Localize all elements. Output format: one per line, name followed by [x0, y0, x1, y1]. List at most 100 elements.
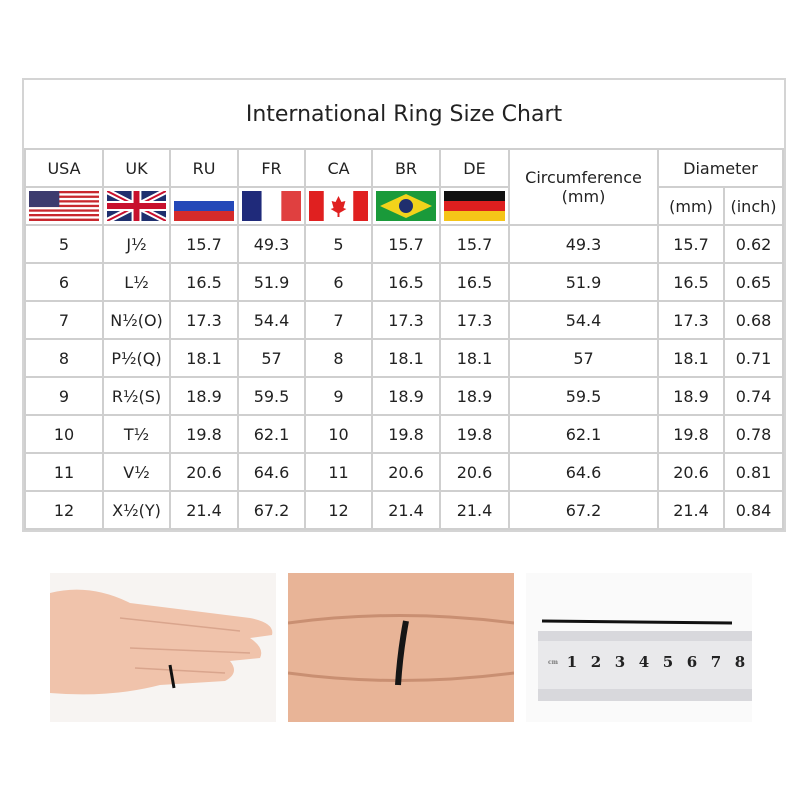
ruler-number: 1 — [566, 653, 578, 671]
table-cell: 0.65 — [723, 262, 784, 302]
table-cell: 51.9 — [508, 262, 659, 302]
table-cell: 51.9 — [237, 262, 306, 302]
table-cell: 57 — [237, 338, 306, 378]
table-cell: 0.84 — [723, 490, 784, 530]
table-cell: J½ — [102, 224, 171, 264]
table-cell: R½(S) — [102, 376, 171, 416]
table-cell: 49.3 — [508, 224, 659, 264]
table-cell: 18.9 — [439, 376, 510, 416]
brazil-flag — [371, 186, 441, 226]
table-cell: 8 — [24, 338, 104, 378]
russia-flag — [169, 186, 239, 226]
table-cell: 21.4 — [371, 490, 441, 530]
col-diameter: Diameter — [657, 148, 784, 188]
table-cell: 6 — [24, 262, 104, 302]
ruler-number: 8 — [734, 653, 746, 671]
table-cell: 7 — [304, 300, 373, 340]
table-cell: 18.9 — [657, 376, 725, 416]
table-row: 8 P½(Q) 18.1 57 8 18.1 18.1 57 18.1 0.71 — [24, 338, 784, 378]
col-usa: USA — [24, 148, 104, 188]
table-cell: 19.8 — [371, 414, 441, 454]
ruler-number: 7 — [710, 653, 722, 671]
col-ru: RU — [169, 148, 239, 188]
col-fr: FR — [237, 148, 306, 188]
col-de: DE — [439, 148, 510, 188]
table-cell: 57 — [508, 338, 659, 378]
table-cell: 18.1 — [439, 338, 510, 378]
table-cell: 12 — [24, 490, 104, 530]
table-cell: 17.3 — [657, 300, 725, 340]
table-cell: 20.6 — [657, 452, 725, 492]
table-cell: 17.3 — [371, 300, 441, 340]
table-row: 11 V½ 20.6 64.6 11 20.6 20.6 64.6 20.6 0.81 — [24, 452, 784, 492]
circumference-label: Circumference — [525, 168, 642, 187]
table-cell: 9 — [24, 376, 104, 416]
table-cell: 59.5 — [237, 376, 306, 416]
table-cell: 19.8 — [657, 414, 725, 454]
table-cell: 5 — [24, 224, 104, 264]
table-cell: 54.4 — [237, 300, 306, 340]
finger-closeup-photo — [288, 573, 514, 722]
table-cell: 19.8 — [439, 414, 510, 454]
table-cell: 10 — [304, 414, 373, 454]
table-cell: 18.9 — [371, 376, 441, 416]
table-row: 12 X½(Y) 21.4 67.2 12 21.4 21.4 67.2 21.4 0.84 — [24, 490, 784, 530]
table-cell: 18.1 — [657, 338, 725, 378]
table-cell: 11 — [304, 452, 373, 492]
table-cell: 5 — [304, 224, 373, 264]
table-cell: 15.7 — [657, 224, 725, 264]
table-cell: 21.4 — [439, 490, 510, 530]
table-cell: 0.71 — [723, 338, 784, 378]
col-ca: CA — [304, 148, 373, 188]
table-cell: 12 — [304, 490, 373, 530]
ruler-number: 3 — [614, 653, 626, 671]
table-cell: 49.3 — [237, 224, 306, 264]
ruler-number: 5 — [662, 653, 674, 671]
table-cell: 19.8 — [169, 414, 239, 454]
table-row: 7 N½(O) 17.3 54.4 7 17.3 17.3 54.4 17.3 0.68 — [24, 300, 784, 340]
col-uk: UK — [102, 148, 171, 188]
table-cell: 9 — [304, 376, 373, 416]
table-cell: 0.78 — [723, 414, 784, 454]
germany-flag — [439, 186, 510, 226]
table-cell: 7 — [24, 300, 104, 340]
chart-title: International Ring Size Chart — [25, 80, 783, 150]
table-cell: 16.5 — [169, 262, 239, 302]
hand-with-string-photo — [50, 573, 276, 722]
table-cell: 6 — [304, 262, 373, 302]
table-cell: 15.7 — [169, 224, 239, 264]
ruler-unit: cm — [548, 658, 559, 666]
table-cell: 64.6 — [237, 452, 306, 492]
ruler-number: 2 — [590, 653, 602, 671]
table-cell: 16.5 — [371, 262, 441, 302]
diameter-mm: (mm) — [657, 186, 725, 226]
table-row: 10 T½ 19.8 62.1 10 19.8 19.8 62.1 19.8 0.78 — [24, 414, 784, 454]
table-cell: T½ — [102, 414, 171, 454]
table-cell: 62.1 — [508, 414, 659, 454]
table-cell: 21.4 — [169, 490, 239, 530]
table-cell: 0.81 — [723, 452, 784, 492]
table-cell: 64.6 — [508, 452, 659, 492]
ruler-number: 4 — [638, 653, 650, 671]
ring-size-table: International Ring Size Chart USA UK RU … — [24, 80, 784, 530]
table-cell: 16.5 — [657, 262, 725, 302]
table-cell: P½(Q) — [102, 338, 171, 378]
ring-size-chart: International Ring Size Chart USA UK RU … — [22, 78, 786, 532]
table-cell: 0.68 — [723, 300, 784, 340]
table-cell: N½(O) — [102, 300, 171, 340]
table-cell: 18.1 — [371, 338, 441, 378]
table-cell: X½(Y) — [102, 490, 171, 530]
table-cell: 11 — [24, 452, 104, 492]
table-cell: 54.4 — [508, 300, 659, 340]
table-cell: 10 — [24, 414, 104, 454]
uk-flag — [102, 186, 171, 226]
table-cell: 67.2 — [237, 490, 306, 530]
table-cell: 16.5 — [439, 262, 510, 302]
us-flag — [24, 186, 104, 226]
table-cell: 8 — [304, 338, 373, 378]
diameter-inch: (inch) — [723, 186, 784, 226]
table-cell: 17.3 — [169, 300, 239, 340]
france-flag — [237, 186, 306, 226]
